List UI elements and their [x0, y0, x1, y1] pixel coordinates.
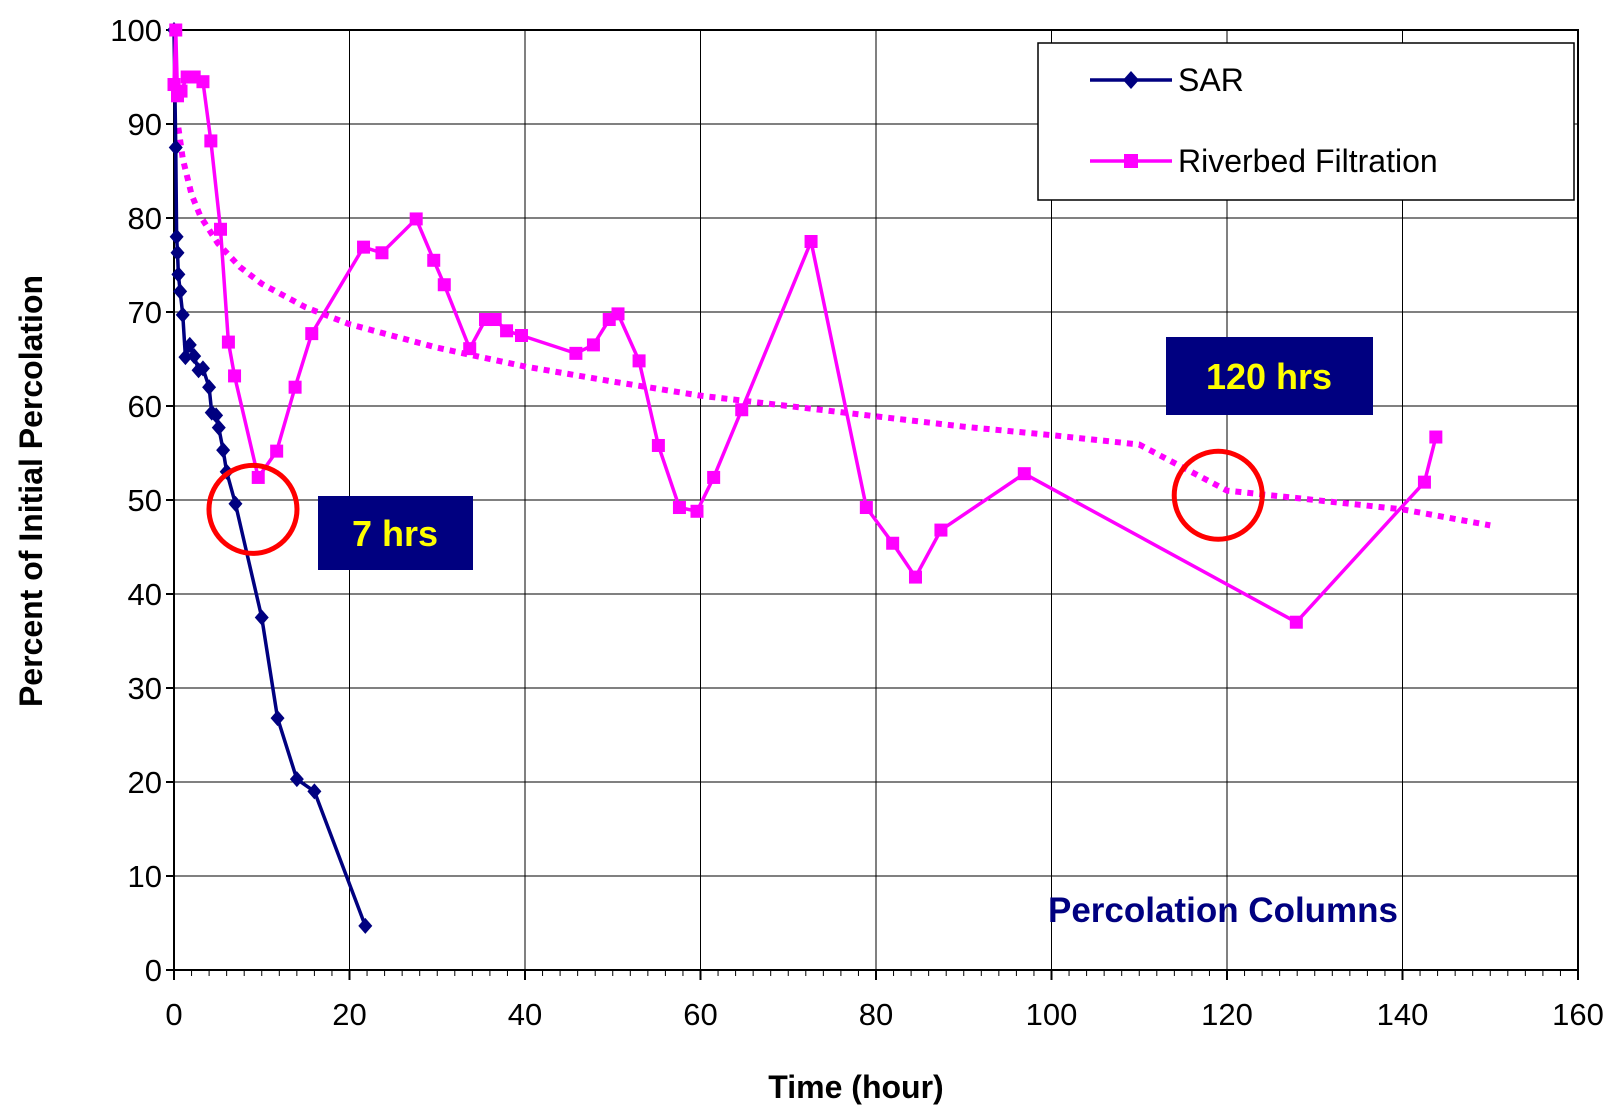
riverbed-filtration-point	[632, 354, 646, 368]
riverbed-filtration-point	[886, 536, 900, 550]
sar-point	[170, 244, 185, 261]
riverbed-filtration-point	[169, 23, 183, 37]
sar-point	[270, 710, 285, 727]
y-tick-label: 90	[128, 107, 162, 142]
riverbed-filtration-point	[1289, 615, 1303, 629]
annotation-box-7hrs	[318, 496, 473, 570]
legend-swatch-marker	[1123, 71, 1139, 89]
riverbed-filtration-point	[804, 235, 818, 248]
riverbed-filtration-point	[305, 327, 319, 341]
riverbed-filtration-point	[908, 570, 922, 584]
riverbed-filtration-point	[375, 246, 389, 260]
series-group	[167, 22, 1443, 934]
x-tick-label: 160	[1552, 997, 1604, 1032]
sar-point	[254, 609, 269, 626]
sar-point	[202, 379, 217, 396]
y-axis-title: Percent of Initial Percolation	[13, 275, 49, 707]
riverbed-filtration-point	[221, 335, 235, 349]
riverbed-filtration-point	[196, 75, 210, 89]
riverbed-filtration-point	[427, 253, 441, 267]
y-tick-label: 10	[128, 859, 162, 894]
riverbed-filtration-point	[934, 523, 948, 537]
sar-point	[307, 783, 322, 800]
sar-point	[187, 348, 202, 365]
sar-point	[173, 283, 188, 300]
sar-point	[195, 360, 210, 377]
sar-point	[178, 349, 193, 366]
y-tick-label: 60	[128, 389, 162, 424]
riverbed-filtration-point	[672, 501, 686, 515]
legend-label: SAR	[1178, 62, 1244, 98]
y-tick-label: 0	[145, 953, 162, 988]
sar-point	[169, 228, 184, 245]
riverbed-filtration-point	[569, 346, 583, 360]
riverbed-filtration-point	[214, 222, 228, 236]
riverbed-filtration-point	[288, 380, 302, 394]
riverbed-filtration-point	[651, 438, 665, 452]
riverbed-filtration-point	[228, 369, 242, 383]
x-tick-label: 20	[332, 997, 366, 1032]
riverbed-filtration-point	[437, 278, 451, 292]
sar-point	[182, 336, 197, 353]
riverbed-filtration-point	[463, 342, 477, 356]
x-axis-title: Time (hour)	[768, 1069, 943, 1105]
sar-point	[228, 495, 243, 512]
legend-box	[1037, 42, 1575, 201]
grid-lines	[174, 30, 1578, 970]
riverbed-filtration-point	[1429, 430, 1443, 444]
sar-line	[172, 29, 367, 927]
y-tick-label: 20	[128, 765, 162, 800]
riverbed-filtration-point	[690, 504, 704, 518]
x-tick-label: 100	[1026, 997, 1078, 1032]
axes: 0 10 20 30 40 50 60 70 80 90 100 0 20 40 60 80 100 120 140…	[110, 13, 1604, 1032]
riverbed-filtration-point	[270, 444, 284, 458]
y-tick-label: 100	[110, 13, 162, 48]
riverbed-filtration-point	[707, 470, 721, 484]
y-tick-label: 30	[128, 671, 162, 706]
riverbed-filtration-point	[735, 403, 749, 417]
riverbed-filtration-point	[1017, 467, 1031, 481]
highlight-circle-120hrs	[1171, 448, 1265, 542]
y-tick-label: 50	[128, 483, 162, 518]
sar-point	[171, 266, 186, 283]
x-tick-label: 40	[508, 997, 542, 1032]
x-tick-label: 60	[683, 997, 717, 1032]
riverbed-filtration-point	[859, 501, 873, 515]
sar-point	[211, 419, 226, 436]
x-tick-label: 80	[859, 997, 893, 1032]
riverbed-filtration-point	[204, 134, 218, 148]
sar-point	[358, 917, 373, 934]
riverbed-filtration-point	[586, 338, 600, 352]
riverbed-filtration-point	[611, 307, 625, 321]
riverbed-filtration-point	[1417, 475, 1431, 489]
y-tick-label: 80	[128, 201, 162, 236]
riverbed-filtration-point	[251, 470, 265, 484]
legend-swatch-marker	[1124, 154, 1138, 168]
annotation-box-120hrs	[1166, 337, 1373, 415]
riverbed-filtration-point	[409, 212, 423, 226]
x-tick-label: 120	[1201, 997, 1253, 1032]
riverbed-filtration-point	[488, 313, 502, 327]
riverbed-filtration-point	[514, 329, 528, 342]
x-tick-label: 140	[1377, 997, 1429, 1032]
sar-point	[216, 442, 231, 459]
legend: SAR Riverbed Filtration	[1037, 42, 1575, 201]
sar-point	[289, 771, 304, 788]
sar-point	[168, 139, 183, 156]
annotation-text-7hrs: 7 hrs	[352, 513, 438, 554]
highlight-circle-7hrs	[206, 462, 300, 556]
panel-label: Percolation Columns	[1048, 891, 1398, 930]
y-tick-label: 70	[128, 295, 162, 330]
annotation-text-120hrs: 120 hrs	[1206, 356, 1332, 397]
y-tick-label: 40	[128, 577, 162, 612]
annotations: 7 hrs 120 hrs	[206, 337, 1373, 570]
sar-point	[175, 306, 190, 323]
x-tick-label: 0	[165, 997, 182, 1032]
sar-point	[209, 407, 224, 424]
riverbed-filtration-point	[357, 240, 371, 254]
legend-label: Riverbed Filtration	[1178, 143, 1438, 179]
riverbed-filtration-point	[174, 84, 188, 98]
riverbed-filtration-point	[500, 324, 514, 338]
